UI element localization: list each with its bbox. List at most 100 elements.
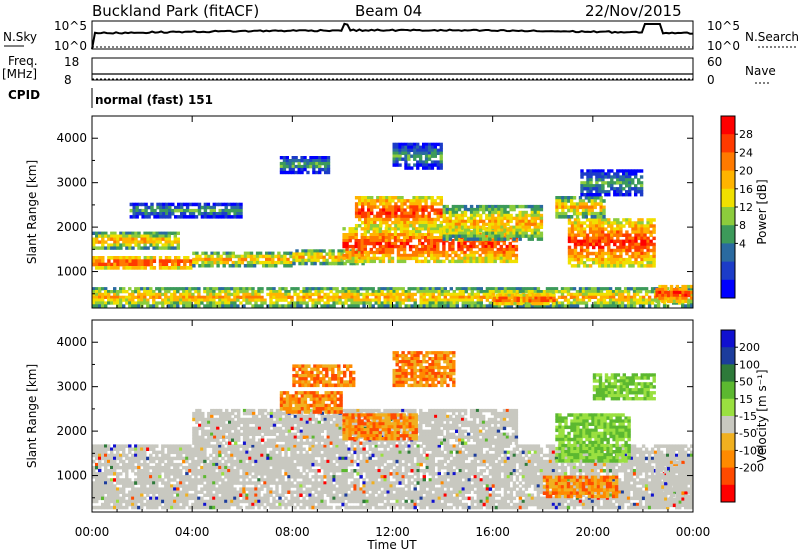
heatmap-cell (428, 298, 432, 302)
heatmap-cell (257, 287, 261, 291)
heatmap-cell (146, 292, 150, 297)
heatmap-cell (466, 253, 470, 258)
heatmap-cell (681, 299, 685, 304)
heatmap-cell (95, 290, 99, 294)
heatmap-cell (497, 287, 502, 291)
heatmap-cell (661, 293, 665, 298)
heatmap-cell (640, 245, 644, 250)
freq-tick-top: 18 (64, 55, 79, 69)
heatmap-cell (396, 227, 401, 231)
heatmap-cell (580, 190, 584, 194)
heatmap-cell (602, 208, 606, 213)
heatmap-cell (448, 244, 452, 249)
heatmap-cell (476, 298, 480, 302)
heatmap-cell (161, 490, 165, 494)
cpid-label: CPID (8, 88, 40, 102)
heatmap-cell (155, 453, 159, 458)
heatmap-cell (366, 256, 370, 261)
heatmap-cell (563, 287, 568, 291)
heatmap-cell (616, 245, 620, 250)
heatmap-cell (257, 505, 261, 510)
heatmap-cell (635, 292, 640, 297)
heatmap-cell (158, 459, 162, 464)
heatmap-cell (257, 469, 261, 473)
heatmap-cell (576, 257, 581, 262)
heatmap-cell (342, 244, 346, 249)
heatmap-cell (533, 207, 537, 212)
heatmap-cell (268, 254, 272, 259)
heatmap-cell (637, 221, 641, 225)
heatmap-cell (131, 304, 135, 308)
heatmap-cell (497, 234, 501, 238)
heatmap-cell (592, 172, 596, 176)
heatmap-cell (460, 204, 465, 209)
heatmap-cell (404, 157, 408, 161)
heatmap-cell (257, 499, 261, 504)
heatmap-cell (575, 292, 580, 297)
heatmap-cell (466, 244, 470, 249)
heatmap-cell (113, 243, 117, 247)
heatmap-cell (119, 499, 123, 504)
heatmap-cell (521, 287, 526, 291)
heatmap-cell (245, 444, 249, 448)
heatmap-cell (95, 447, 99, 451)
heatmap-cell (140, 450, 144, 455)
heatmap-cell (152, 304, 156, 308)
heatmap-cell (140, 499, 144, 504)
heatmap-cell (104, 459, 108, 464)
heatmap-cell (203, 459, 207, 464)
heatmap-cell (555, 208, 559, 213)
heatmap-cell (454, 207, 459, 212)
heatmap-cell (422, 142, 426, 147)
heatmap-cell (593, 202, 597, 206)
heatmap-cell (275, 290, 279, 294)
heatmap-cell (257, 462, 261, 467)
heatmap-cell (287, 292, 291, 297)
heatmap-cell (212, 487, 216, 491)
heatmap-cell (495, 293, 499, 297)
heatmap-cell (440, 290, 444, 294)
heatmap-cell (479, 213, 483, 218)
heatmap-cell (344, 295, 348, 299)
heatmap-cell (176, 304, 180, 308)
heatmap-cell (643, 230, 647, 234)
heatmap-cell (493, 241, 497, 246)
heatmap-cell (392, 290, 396, 294)
heatmap-cell (587, 298, 592, 302)
heatmap-cell (442, 213, 446, 218)
heatmap-cell (323, 304, 327, 308)
heatmap-cell (439, 160, 443, 164)
heatmap-cell (191, 462, 195, 467)
heatmap-cell (433, 154, 437, 158)
heatmap-cell (378, 256, 383, 261)
heatmap-cell (661, 287, 665, 292)
heatmap-cell (485, 216, 489, 221)
heatmap-cell (392, 157, 396, 161)
heatmap-cell (156, 215, 160, 219)
heatmap-cell (427, 233, 431, 237)
heatmap-cell (110, 469, 114, 473)
heatmap-cell (197, 496, 201, 501)
heatmap-cell (158, 465, 162, 470)
heatmap-cell (194, 505, 198, 510)
heatmap-cell (164, 465, 168, 470)
heatmap-cell (445, 225, 449, 229)
heatmap-cell (413, 148, 417, 152)
heatmap-cell (363, 239, 367, 243)
heatmap-cell (637, 190, 641, 194)
heatmap-cell (595, 242, 599, 247)
heatmap-cell (488, 290, 493, 294)
heatmap-cell (390, 233, 395, 237)
heatmap-cell (236, 205, 240, 210)
heatmap-cell (494, 204, 498, 209)
heatmap-cell (161, 287, 165, 291)
heatmap-cell (427, 236, 431, 240)
heatmap-cell (473, 295, 477, 299)
heatmap-cell (452, 298, 456, 302)
heatmap-cell (176, 287, 180, 291)
heatmap-cell (494, 210, 498, 215)
heatmap-cell (628, 254, 632, 259)
heatmap-cell (439, 250, 443, 255)
heatmap-cell (360, 247, 364, 252)
heatmap-cell (549, 299, 553, 303)
